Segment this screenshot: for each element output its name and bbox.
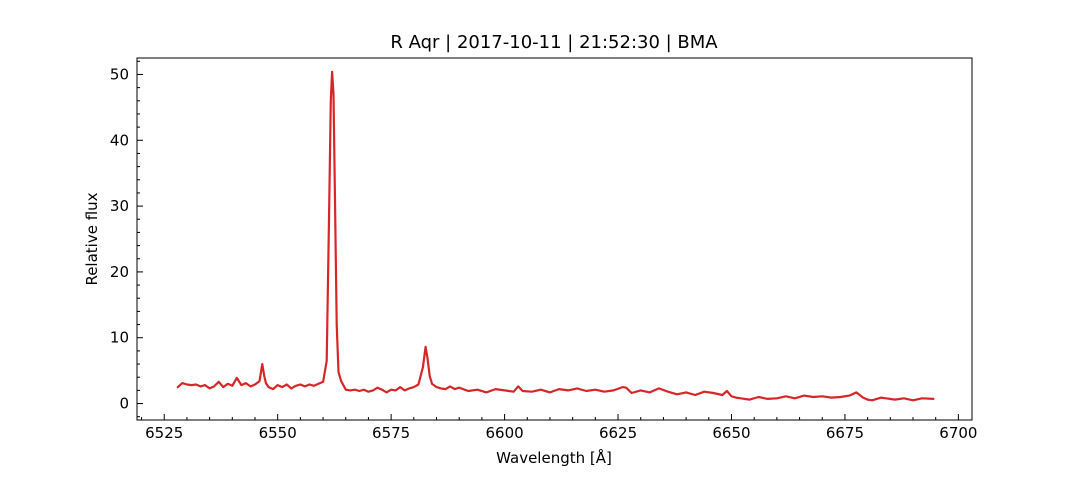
x-tick-label: 6700 — [939, 424, 977, 442]
y-tick-label: 20 — [110, 263, 129, 281]
x-tick-label: 6550 — [259, 424, 297, 442]
spectrum-line — [176, 70, 935, 402]
x-tick-label: 6600 — [485, 424, 523, 442]
plot-frame — [136, 57, 973, 421]
y-tick-label: 30 — [110, 197, 129, 215]
y-axis-label: Relative flux — [83, 192, 101, 285]
x-tick-label: 6650 — [712, 424, 750, 442]
y-tick-label: 40 — [110, 131, 129, 149]
y-tick-label: 50 — [110, 65, 129, 83]
y-tick-label: 10 — [110, 329, 129, 347]
x-tick-label: 6575 — [372, 424, 410, 442]
x-tick-label: 6675 — [826, 424, 864, 442]
x-tick-label: 6525 — [145, 424, 183, 442]
x-tick-label: 6625 — [599, 424, 637, 442]
x-axis-label: Wavelength [Å] — [496, 448, 612, 467]
y-tick-label: 0 — [119, 395, 129, 413]
plot-layer — [176, 70, 935, 402]
tick-layer: 6525 6550 6575 6600 6625 6650 6675 6700 0 10 20 30 4… — [110, 60, 977, 442]
chart-title: R Aqr | 2017-10-11 | 21:52:30 | BMA — [390, 32, 718, 53]
